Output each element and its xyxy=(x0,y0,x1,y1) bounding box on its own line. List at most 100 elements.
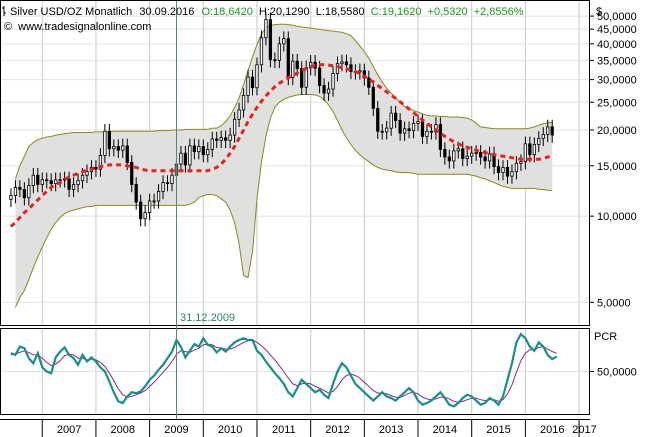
candle-body xyxy=(335,63,340,74)
candle-body xyxy=(107,130,111,150)
candle-body xyxy=(116,146,120,151)
candle-body xyxy=(447,156,451,162)
candle-body xyxy=(161,182,165,192)
candle-body xyxy=(277,43,281,61)
candle-body xyxy=(519,161,523,164)
candle-body xyxy=(385,127,389,133)
candle-body xyxy=(483,156,487,162)
candle-body xyxy=(228,134,232,141)
candle-body xyxy=(429,130,434,133)
price-tick-label: 30,0000 xyxy=(597,75,637,87)
candle-body xyxy=(22,189,26,199)
candle-body xyxy=(514,162,519,173)
candle-body xyxy=(125,145,129,163)
candle-body xyxy=(58,179,62,182)
candle-body xyxy=(425,130,429,137)
price-tick-label: 50,0000 xyxy=(597,11,637,23)
candle-body xyxy=(250,76,255,89)
year-label: 2017 xyxy=(572,424,596,436)
candle-body xyxy=(170,174,174,184)
candle-body xyxy=(394,112,398,121)
candle-body xyxy=(505,167,510,177)
pcr-signal-line xyxy=(10,339,557,403)
candle-body xyxy=(80,174,85,182)
candle-body xyxy=(103,130,107,156)
pcr-panel-label: PCR xyxy=(594,331,617,343)
candle-body xyxy=(438,124,443,150)
candle-body xyxy=(206,149,210,156)
candle-body xyxy=(326,88,331,94)
candle-body xyxy=(246,76,250,96)
candle-body xyxy=(85,171,89,176)
candle-body xyxy=(371,86,375,109)
candle-body xyxy=(550,126,554,136)
candle-body xyxy=(273,59,277,62)
candle-body xyxy=(496,166,501,173)
candle-body xyxy=(179,152,183,165)
candle-body xyxy=(541,134,545,139)
candle-body xyxy=(219,137,223,141)
candle-body xyxy=(201,146,205,156)
candle-body xyxy=(537,137,541,145)
candle-body xyxy=(523,143,528,163)
candle-body xyxy=(112,146,116,150)
candle-body xyxy=(456,148,460,152)
candle-body xyxy=(188,145,192,166)
candle-body xyxy=(197,146,201,153)
candle-body xyxy=(300,68,304,88)
candle-body xyxy=(380,130,384,133)
silver-bars-icon xyxy=(2,6,6,16)
candle-body xyxy=(295,60,299,69)
candle-body xyxy=(156,191,161,202)
candle-body xyxy=(134,184,138,203)
candle-body xyxy=(40,179,44,185)
candle-body xyxy=(420,121,425,137)
candle-body xyxy=(76,180,80,185)
candle-body xyxy=(461,148,465,159)
year-label: 2012 xyxy=(325,424,349,436)
price-tick-label: 20,0000 xyxy=(597,125,637,137)
candle-body xyxy=(317,67,322,86)
candle-body xyxy=(36,174,40,185)
candle-body xyxy=(67,178,71,190)
candle-body xyxy=(152,200,156,203)
candle-body xyxy=(528,143,532,156)
candle-body xyxy=(465,155,469,159)
candle-body xyxy=(130,162,134,185)
year-label: 2008 xyxy=(111,424,135,436)
time-axis: 2007 2008 2009 2010 2011 2012 2013 2014 2015 2016… xyxy=(41,420,597,437)
candle-body xyxy=(94,167,98,170)
candle-body xyxy=(259,37,264,66)
candle-body xyxy=(470,152,474,157)
cursor-date-label: 31.12.2009 xyxy=(180,312,235,324)
candle-body xyxy=(291,60,295,78)
candle-body xyxy=(232,118,237,136)
year-label: 2014 xyxy=(433,424,457,436)
price-tick-label: 35,0000 xyxy=(597,55,637,67)
candle-body xyxy=(49,180,53,184)
year-label: 2009 xyxy=(164,424,188,436)
candle-body xyxy=(411,122,416,132)
year-label: 2015 xyxy=(486,424,510,436)
candle-body xyxy=(376,107,380,132)
candle-body xyxy=(268,19,273,61)
price-tick-label: 5,0000 xyxy=(597,297,631,309)
candle-body xyxy=(402,128,407,134)
year-label: 2013 xyxy=(379,424,403,436)
candle-body xyxy=(286,38,290,78)
price-tick-label: 25,0000 xyxy=(597,97,637,109)
candle-body xyxy=(479,152,483,158)
candle-body xyxy=(407,128,411,132)
price-axis: 5,0000 10,0000 15,0000 20,0000 25,0000 30,000… xyxy=(589,11,637,309)
pcr-axis: 50,0000 xyxy=(589,367,637,379)
chart-header: Silver USD/OZ Monatlich 30.09.2016 O:18,… xyxy=(2,6,524,33)
candle-body xyxy=(474,152,478,154)
candle-body xyxy=(282,38,286,45)
instrument-name: Silver USD/OZ Monatlich 30.09.2016 O:18,… xyxy=(10,6,524,18)
website-credit: © www.tradesignalonline.com xyxy=(4,21,151,33)
candle-body xyxy=(241,95,246,111)
candle-body xyxy=(367,77,371,88)
candle-body xyxy=(398,120,402,134)
candle-body xyxy=(501,167,505,173)
